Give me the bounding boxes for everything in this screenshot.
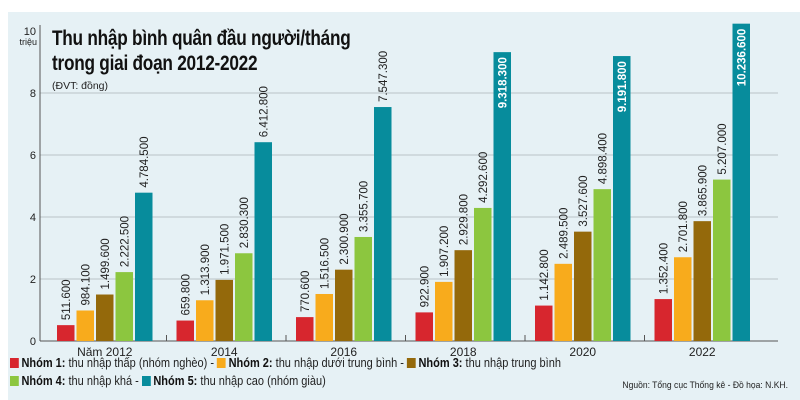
bar [196, 300, 214, 341]
bar [454, 250, 472, 341]
swatch-icon [407, 358, 416, 368]
y-tick-label: 8 [30, 88, 36, 100]
bar [115, 272, 133, 341]
legend-item-5: Nhóm 5: thu nhập cao (nhóm giàu) [141, 374, 326, 388]
data-label: 6.412.800 [258, 86, 270, 137]
swatch-icon [10, 376, 19, 386]
data-label: 1.142.800 [539, 249, 551, 300]
data-label: 922.900 [419, 266, 431, 308]
data-label: 770.600 [300, 271, 312, 313]
bar [435, 281, 453, 341]
x-tick-label: 2022 [689, 345, 716, 359]
data-label: 659.800 [180, 274, 192, 316]
bar [415, 312, 433, 341]
y-tick-label: 4 [30, 212, 36, 224]
legend-row-1: Nhóm 1: thu nhập thấp (nhóm nghèo) - Nhó… [10, 356, 561, 370]
data-label: 3.355.700 [358, 181, 370, 232]
data-label: 4.784.500 [139, 137, 151, 188]
data-label: 9.191.800 [617, 61, 629, 112]
bar [732, 23, 750, 341]
bar [315, 293, 333, 341]
x-tick-label: 2020 [569, 345, 596, 359]
data-label: 1.516.500 [319, 238, 331, 289]
bar [713, 179, 731, 341]
bar [493, 52, 511, 342]
x-tick-label: 2014 [211, 345, 238, 359]
data-label: 2.830.300 [239, 197, 251, 248]
y-tick-label: 6 [30, 150, 36, 162]
bar [57, 325, 75, 341]
y-tick-label: 0 [30, 336, 36, 348]
bar [96, 294, 114, 341]
bar [693, 221, 711, 341]
legend-item-2: Nhóm 2: thu nhập dưới trung bình - [217, 356, 404, 370]
y-unit-label: triệu [19, 37, 37, 47]
data-label: 4.898.400 [597, 133, 609, 184]
data-label: 5.207.000 [717, 123, 729, 174]
bar [613, 56, 631, 341]
y-tick-label: 2 [30, 274, 36, 286]
data-label: 2.701.800 [678, 201, 690, 252]
title-line-1: Thu nhập bình quân đầu người/tháng [52, 27, 351, 50]
y-tick-label: 10 [24, 26, 36, 38]
data-label: 2.929.800 [458, 194, 470, 245]
unit-label: (ĐVT: đồng) [52, 80, 109, 92]
bar [235, 253, 253, 341]
data-label: 10.236.600 [736, 29, 748, 87]
data-label: 1.499.600 [100, 238, 112, 289]
bar [374, 107, 392, 342]
x-tick-label: 2016 [330, 345, 357, 359]
x-tick-label: Năm 2012 [77, 345, 133, 359]
source-note: Nguồn: Tổng cục Thống kê - Đồ họa: N.KH. [622, 380, 788, 391]
bar [474, 207, 492, 341]
bar [76, 310, 94, 341]
bar [574, 231, 592, 341]
legend-item-3: Nhóm 3: thu nhập trung bình [407, 356, 561, 370]
data-label: 1.313.900 [200, 244, 212, 295]
bar [654, 299, 672, 341]
swatch-icon [217, 358, 226, 368]
data-label: 2.222.500 [119, 216, 131, 267]
bar [135, 192, 153, 341]
data-label: 3.865.900 [697, 165, 709, 216]
data-label: 4.292.600 [478, 152, 490, 203]
data-label: 1.971.500 [219, 224, 231, 275]
data-label: 511.600 [61, 279, 73, 320]
bar [535, 305, 553, 341]
data-label: 9.318.300 [497, 57, 509, 108]
data-label: 1.352.400 [658, 243, 670, 294]
data-label: 7.547.300 [378, 51, 390, 102]
data-label: 3.527.600 [578, 175, 590, 226]
chart-title: Thu nhập bình quân đầu người/tháng trong… [52, 26, 351, 76]
swatch-icon [141, 376, 151, 386]
bar [674, 257, 692, 341]
bar [593, 189, 611, 341]
title-line-2: trong giai đoạn 2012-2022 [52, 52, 258, 75]
data-label: 984.100 [80, 264, 92, 306]
bar [554, 263, 572, 341]
legend-item-1: Nhóm 1: thu nhập thấp (nhóm nghèo) - [10, 356, 214, 370]
data-label: 2.489.500 [558, 208, 570, 259]
data-label: 1.907.200 [439, 226, 451, 277]
legend-row-2: Nhóm 4: thu nhập khá - Nhóm 5: thu nhập … [10, 374, 326, 388]
x-tick-label: 2018 [450, 345, 477, 359]
legend-item-4: Nhóm 4: thu nhập khá - [10, 374, 139, 388]
bar [354, 236, 372, 341]
bar [254, 142, 272, 341]
data-label: 2.300.900 [339, 214, 351, 265]
swatch-icon [10, 358, 19, 368]
bar [176, 320, 194, 341]
bar [215, 279, 233, 341]
bar [296, 317, 314, 341]
bar [335, 269, 353, 341]
